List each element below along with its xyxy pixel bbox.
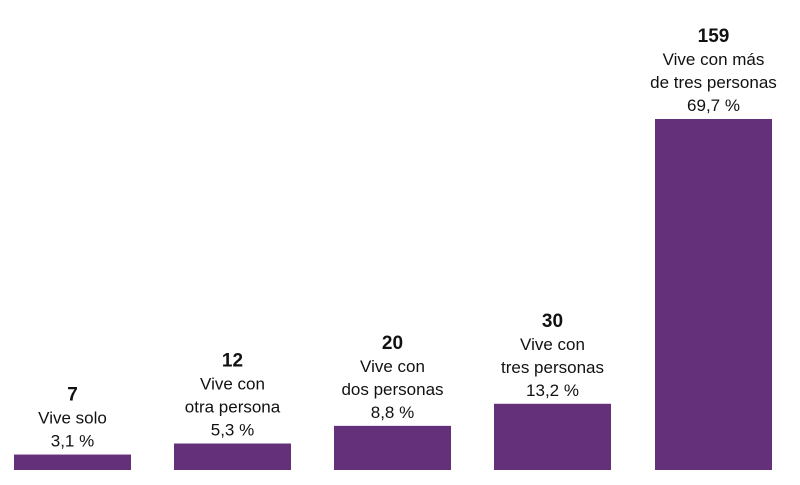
bars-group	[14, 119, 772, 470]
bar-percent-label: 5,3 %	[211, 421, 254, 440]
bar-category-label: Vive con	[520, 335, 585, 354]
bar-category-label: otra persona	[185, 398, 281, 417]
bar-category-label: Vive con	[200, 375, 265, 394]
bar-percent-label: 13,2 %	[526, 381, 579, 400]
bar-4	[494, 403, 611, 470]
bar-value-label: 12	[222, 351, 243, 372]
bar-percent-label: 3,1 %	[51, 432, 94, 451]
bar-category-label: de tres personas	[650, 73, 777, 92]
bar-category-label: Vive solo	[38, 409, 107, 428]
bar-percent-label: 69,7 %	[687, 96, 740, 115]
labels-group: 7 Vive solo 3,1 % 12 Vive con otra persona 5,3…	[38, 26, 777, 451]
bar-3	[334, 425, 451, 470]
bar-value-label: 20	[382, 333, 403, 354]
bar-1	[14, 454, 131, 470]
bar-5	[655, 119, 772, 470]
bar-category-label: dos personas	[341, 380, 443, 399]
bar-value-label: 30	[542, 311, 563, 332]
bar-category-label: Vive con más	[663, 50, 765, 69]
bar-2	[174, 443, 291, 470]
bar-category-label: Vive con	[360, 357, 425, 376]
bar-value-label: 7	[67, 385, 78, 406]
bar-value-label: 159	[698, 26, 730, 47]
bar-category-label: tres personas	[501, 358, 604, 377]
bar-percent-label: 8,8 %	[371, 403, 414, 422]
